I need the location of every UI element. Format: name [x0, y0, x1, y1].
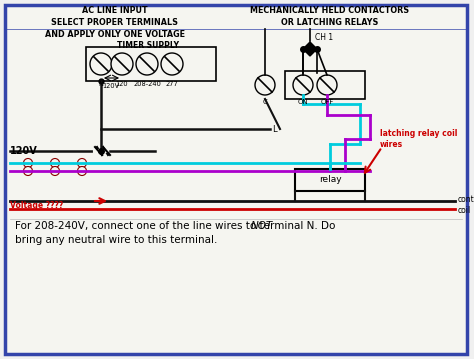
Text: NOT: NOT [251, 221, 273, 231]
Text: 120V: 120V [102, 83, 119, 89]
Text: C: C [263, 99, 267, 105]
Bar [295, 169, 365, 191]
Text: Voltage ????: Voltage ???? [10, 200, 63, 210]
Circle shape [24, 167, 33, 176]
Circle shape [317, 75, 337, 95]
Text: relay: relay [319, 176, 341, 185]
Polygon shape [303, 42, 317, 56]
Bar [86, 47, 216, 81]
Text: 277: 277 [165, 81, 178, 87]
Text: L: L [272, 125, 277, 134]
Text: bring any neutral wire to this terminal.: bring any neutral wire to this terminal. [15, 235, 218, 245]
Circle shape [78, 159, 86, 168]
Circle shape [136, 53, 158, 75]
Text: AC LINE INPUT
SELECT PROPER TERMINALS
AND APPLY ONLY ONE VOLTAGE: AC LINE INPUT SELECT PROPER TERMINALS AN… [45, 6, 185, 39]
Bar [285, 71, 365, 99]
Text: 120V: 120V [10, 146, 38, 156]
Text: 120: 120 [116, 81, 128, 87]
Text: latching relay coil
wires: latching relay coil wires [380, 129, 457, 149]
Text: ON: ON [298, 99, 308, 105]
Circle shape [255, 75, 275, 95]
Circle shape [51, 167, 60, 176]
Circle shape [24, 159, 33, 168]
Text: MECHANICALLY HELD CONTACTORS
OR LATCHING RELAYS: MECHANICALLY HELD CONTACTORS OR LATCHING… [250, 6, 410, 27]
Circle shape [90, 53, 112, 75]
Circle shape [111, 53, 133, 75]
Circle shape [161, 53, 183, 75]
Text: contactor
coil: contactor coil [458, 195, 474, 215]
Text: 208-240: 208-240 [133, 81, 161, 87]
Circle shape [51, 159, 60, 168]
Text: OFF: OFF [320, 99, 334, 105]
Text: CH 1: CH 1 [315, 33, 333, 42]
Circle shape [78, 167, 86, 176]
Text: TIMER SUPPLY: TIMER SUPPLY [117, 41, 179, 50]
Text: For 208-240V, connect one of the line wires to terminal N. Do: For 208-240V, connect one of the line wi… [15, 221, 338, 231]
Text: N: N [99, 81, 103, 87]
Circle shape [293, 75, 313, 95]
